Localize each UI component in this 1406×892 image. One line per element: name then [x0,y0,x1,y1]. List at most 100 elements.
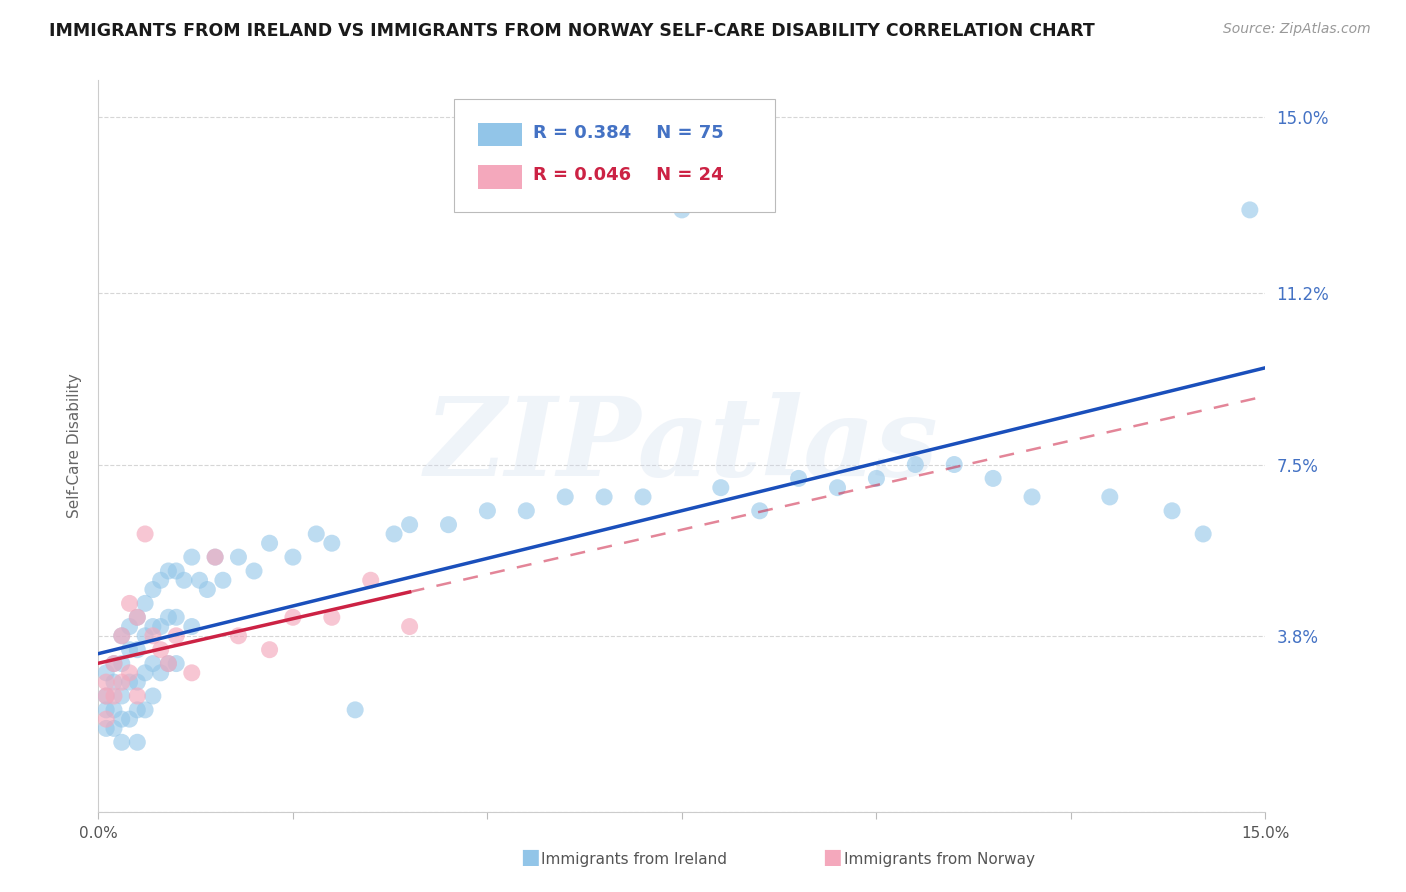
Point [382,527,405,541]
Point [103,703,125,717]
Point [96,712,118,726]
Point [142,657,165,671]
Point [118,619,141,633]
Point [1098,490,1121,504]
Point [111,629,134,643]
Point [103,657,125,671]
Point [204,550,226,565]
Point [118,642,141,657]
Point [111,675,134,690]
Point [142,619,165,633]
Point [142,582,165,597]
FancyBboxPatch shape [478,123,522,146]
Point [157,657,180,671]
Text: Source: ZipAtlas.com: Source: ZipAtlas.com [1223,22,1371,37]
Point [243,564,266,578]
Point [173,574,195,588]
Point [165,610,187,624]
Point [180,619,202,633]
Y-axis label: Self-Care Disability: Self-Care Disability [67,374,83,518]
Point [165,564,187,578]
FancyBboxPatch shape [478,165,522,188]
Point [96,689,118,703]
Point [865,471,887,485]
Point [1239,202,1261,217]
Point [127,675,149,690]
Point [111,657,134,671]
Point [103,689,125,703]
Point [281,550,304,565]
Point [134,629,156,643]
Text: Immigrants from Norway: Immigrants from Norway [844,852,1035,867]
Point [259,642,281,657]
Point [477,504,499,518]
Point [360,574,382,588]
Point [710,481,733,495]
Point [398,517,420,532]
Point [96,675,118,690]
Point [111,629,134,643]
Point [142,689,165,703]
Point [981,471,1004,485]
Point [149,574,172,588]
Point [188,574,211,588]
Point [1021,490,1043,504]
Text: R = 0.384    N = 75: R = 0.384 N = 75 [533,124,723,142]
Point [134,665,156,680]
Point [149,665,172,680]
Point [118,665,141,680]
Point [142,629,165,643]
Point [281,610,304,624]
Point [748,504,770,518]
Point [118,675,141,690]
Point [180,665,202,680]
Point [127,610,149,624]
Point [165,629,187,643]
Text: R = 0.046    N = 24: R = 0.046 N = 24 [533,167,723,185]
Point [157,610,180,624]
Point [228,550,250,565]
Point [103,675,125,690]
Point [96,722,118,736]
Text: IMMIGRANTS FROM IRELAND VS IMMIGRANTS FROM NORWAY SELF-CARE DISABILITY CORRELATI: IMMIGRANTS FROM IRELAND VS IMMIGRANTS FR… [49,22,1095,40]
Point [127,703,149,717]
Text: ■: ■ [823,847,842,867]
Point [134,527,156,541]
Point [134,703,156,717]
Point [111,689,134,703]
Point [165,657,187,671]
Point [827,481,849,495]
Text: Immigrants from Ireland: Immigrants from Ireland [541,852,727,867]
Point [157,564,180,578]
Point [103,722,125,736]
Point [96,665,118,680]
Point [149,642,172,657]
Point [103,657,125,671]
Point [111,735,134,749]
Point [127,689,149,703]
Point [195,582,218,597]
Point [259,536,281,550]
Point [96,689,118,703]
Point [118,712,141,726]
Point [321,536,343,550]
Point [96,703,118,717]
Point [118,596,141,610]
Point [631,490,654,504]
Point [344,703,367,717]
Point [1192,527,1215,541]
Point [157,657,180,671]
Point [228,629,250,643]
Point [554,490,576,504]
Point [149,619,172,633]
FancyBboxPatch shape [454,99,775,212]
Point [127,610,149,624]
Point [515,504,537,518]
Point [398,619,420,633]
Point [305,527,328,541]
Point [180,550,202,565]
Point [111,712,134,726]
Point [943,458,966,472]
Text: ■: ■ [520,847,540,867]
Point [321,610,343,624]
